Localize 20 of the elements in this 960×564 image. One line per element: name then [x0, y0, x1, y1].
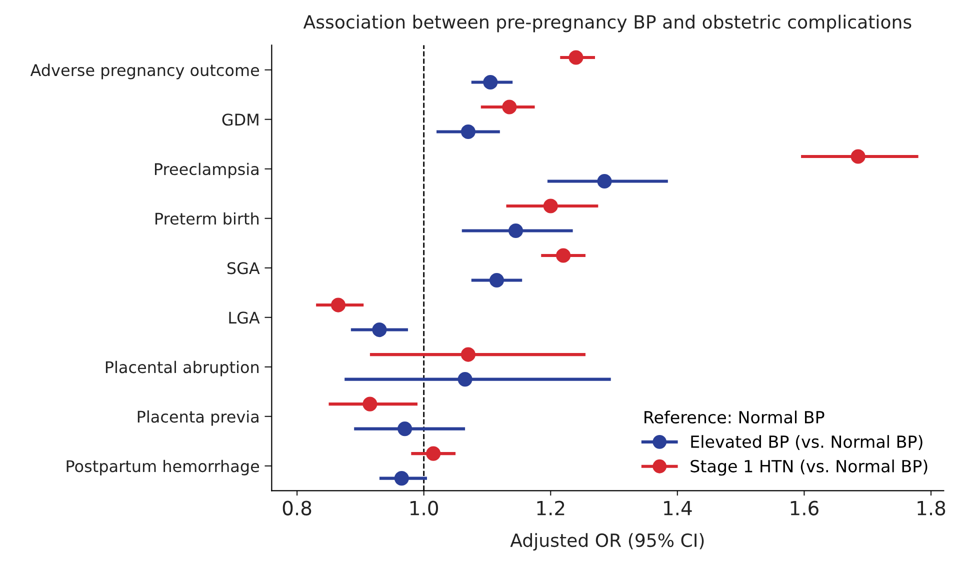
- x-tick-label: 1.6: [790, 500, 818, 516]
- y-tick-label: Preeclampsia: [154, 162, 258, 178]
- legend-label: Stage 1 HTN (vs. Normal BP): [690, 460, 928, 476]
- y-tick-label: Preterm birth: [156, 212, 259, 225]
- x-tick-label: 1.0: [410, 500, 438, 516]
- x-tick-label: 1.2: [537, 500, 564, 516]
- y-tick-label: Placental abruption: [106, 360, 259, 376]
- y-tick-label: Postpartum hemorrhage: [66, 460, 260, 476]
- y-tick-label: SGA: [227, 262, 260, 274]
- x-axis-title: Adjusted OR (95% CI): [510, 533, 704, 551]
- legend-label: Elevated BP (vs. Normal BP): [691, 435, 922, 450]
- x-tick-label: 1.4: [664, 501, 692, 516]
- x-tick-label: 0.8: [282, 500, 312, 516]
- y-tick-label: LGA: [229, 312, 260, 324]
- y-tick-label: Placenta previa: [138, 410, 258, 426]
- legend-title: Reference: Normal BP: [644, 410, 824, 424]
- x-tick-label: 1.8: [918, 500, 946, 516]
- y-tick-label: GDM: [222, 114, 258, 126]
- y-tick-label: Adverse pregnancy outcome: [30, 64, 260, 80]
- chart-title: Association between pre-pregnancy BP and obstetric complications: [303, 14, 912, 32]
